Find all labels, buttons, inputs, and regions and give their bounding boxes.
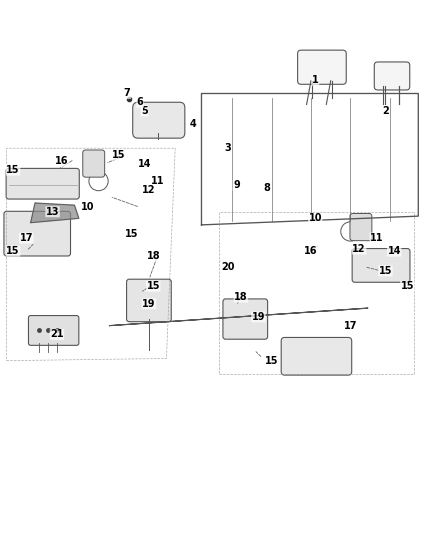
Text: 6: 6: [137, 97, 144, 107]
Text: 15: 15: [401, 281, 414, 291]
Polygon shape: [31, 203, 79, 223]
Text: 15: 15: [7, 246, 20, 256]
FancyBboxPatch shape: [6, 168, 79, 199]
FancyBboxPatch shape: [223, 299, 268, 339]
Text: 17: 17: [344, 321, 357, 330]
Text: 15: 15: [112, 150, 125, 160]
FancyBboxPatch shape: [28, 316, 79, 345]
Text: 11: 11: [370, 233, 383, 243]
Text: 17: 17: [20, 233, 33, 243]
FancyBboxPatch shape: [281, 337, 352, 375]
Text: 3: 3: [224, 143, 231, 154]
FancyBboxPatch shape: [297, 50, 346, 84]
Text: 14: 14: [388, 246, 401, 256]
Text: 8: 8: [264, 183, 271, 192]
FancyBboxPatch shape: [127, 279, 171, 322]
Text: 12: 12: [353, 244, 366, 254]
Text: 9: 9: [233, 181, 240, 190]
Text: 15: 15: [125, 229, 138, 239]
Text: 14: 14: [138, 159, 151, 168]
Text: 2: 2: [382, 106, 389, 116]
FancyBboxPatch shape: [4, 211, 71, 256]
Text: 21: 21: [50, 329, 64, 340]
FancyBboxPatch shape: [83, 150, 105, 177]
Text: 19: 19: [252, 312, 265, 322]
Text: 15: 15: [265, 356, 278, 366]
Text: 15: 15: [7, 165, 20, 175]
Text: 16: 16: [55, 156, 68, 166]
Text: 10: 10: [81, 203, 94, 212]
Text: 7: 7: [124, 88, 131, 99]
Text: 19: 19: [142, 298, 155, 309]
FancyBboxPatch shape: [133, 102, 185, 138]
Text: 20: 20: [221, 262, 234, 271]
FancyBboxPatch shape: [350, 214, 372, 241]
Text: 18: 18: [146, 251, 160, 261]
FancyBboxPatch shape: [352, 248, 410, 282]
Polygon shape: [110, 308, 368, 326]
Text: 16: 16: [304, 246, 318, 256]
Text: 4: 4: [189, 119, 196, 129]
FancyBboxPatch shape: [374, 62, 410, 90]
Text: 12: 12: [142, 185, 155, 195]
Text: 1: 1: [312, 75, 319, 85]
Text: 13: 13: [46, 207, 59, 217]
Text: 18: 18: [234, 292, 248, 302]
Text: 15: 15: [379, 266, 392, 276]
Text: 11: 11: [151, 176, 164, 186]
Text: 15: 15: [147, 281, 160, 291]
Text: 5: 5: [141, 106, 148, 116]
Text: 10: 10: [309, 213, 322, 223]
